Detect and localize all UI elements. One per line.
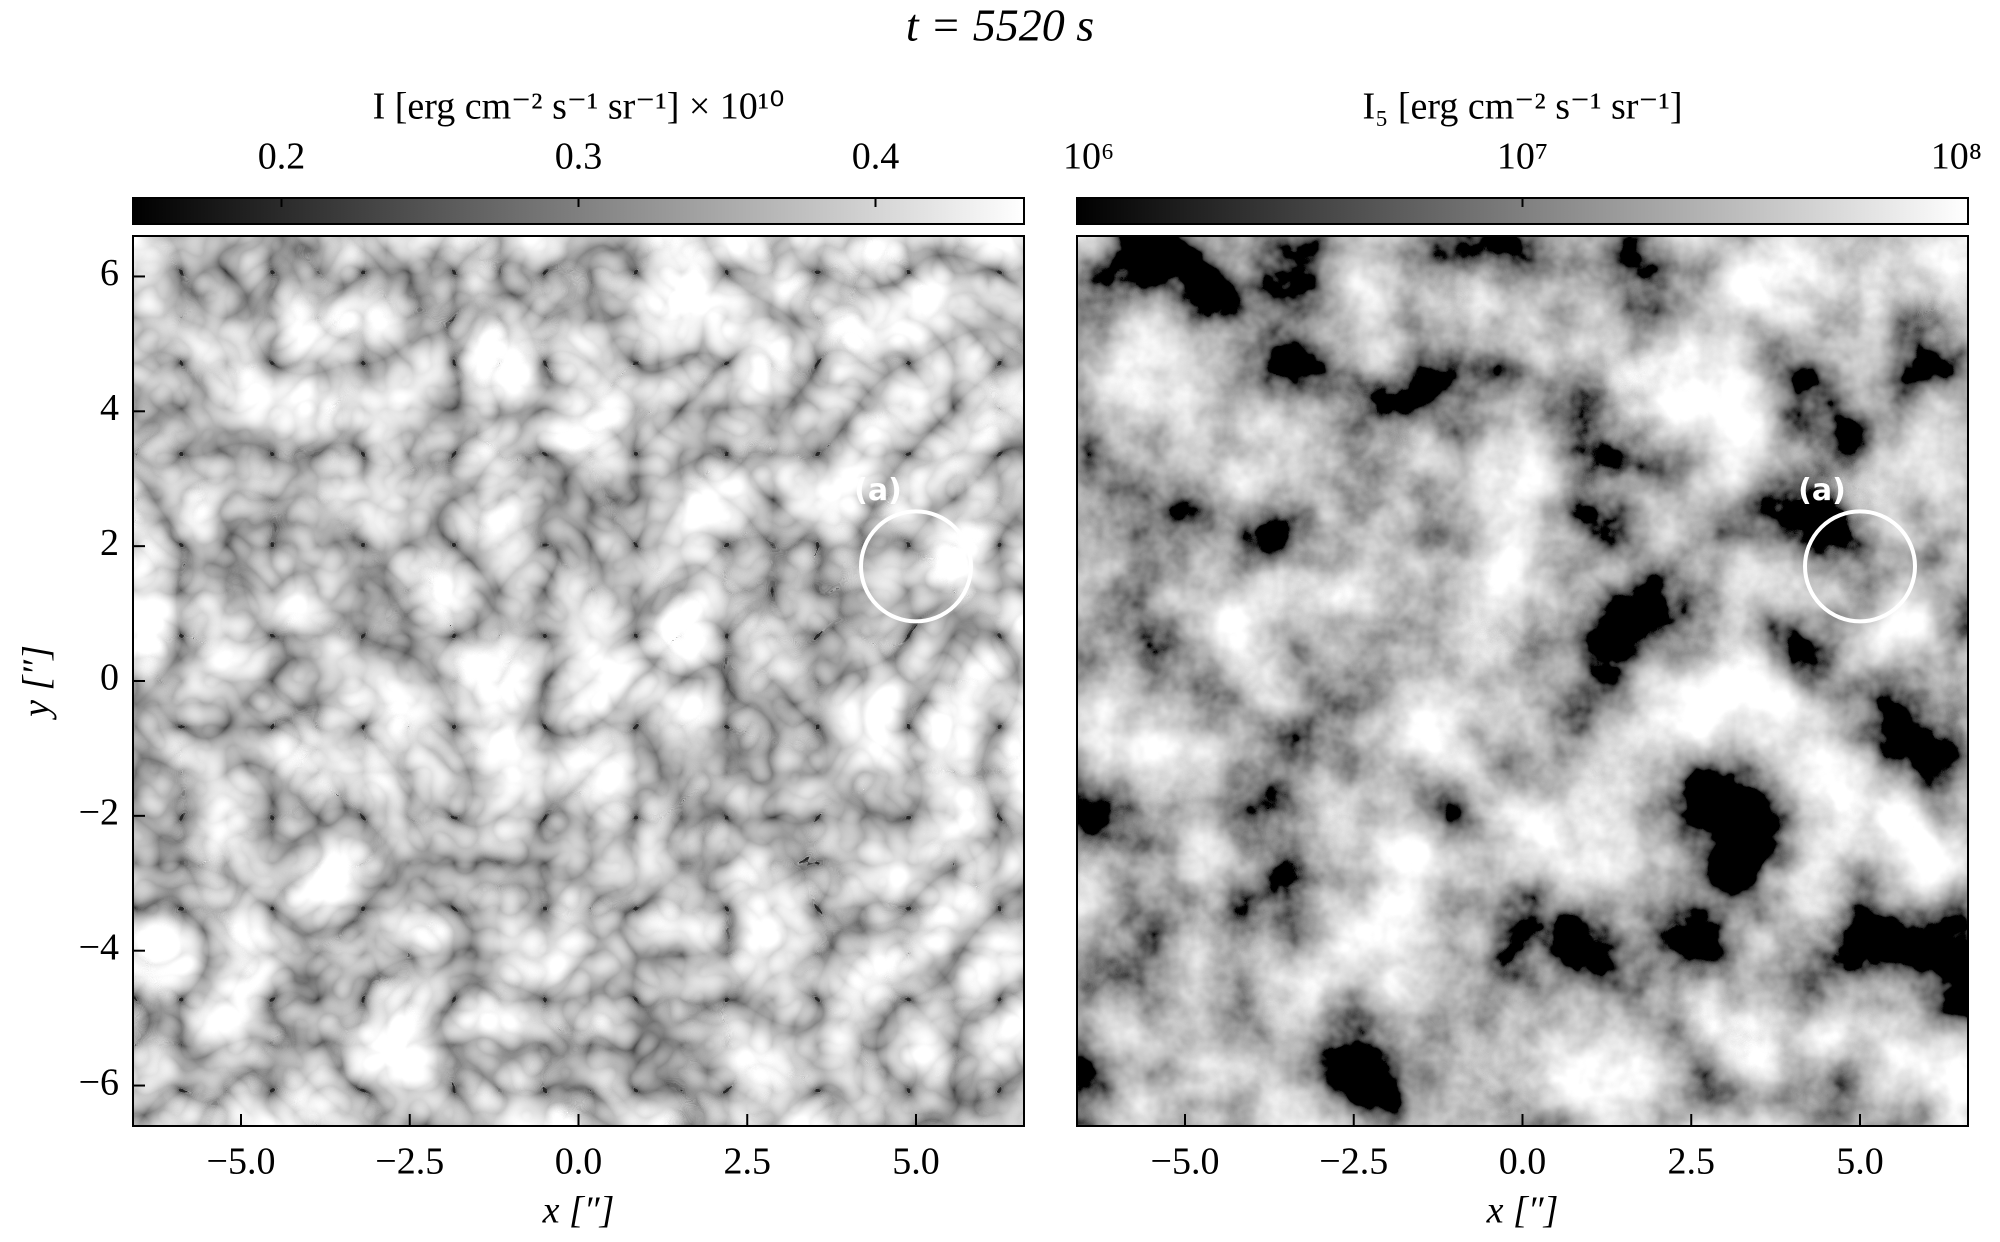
y-tick-label: −4 <box>79 926 119 968</box>
annotation-label: (a) <box>854 473 902 508</box>
x-tick-label: 5.0 <box>1836 1141 1884 1183</box>
x-tick-label: −5.0 <box>207 1141 276 1183</box>
colorbar-tick-label: 0.3 <box>555 136 603 178</box>
x-tick-label: 2.5 <box>724 1141 772 1183</box>
intensity-image <box>133 236 1024 1126</box>
annotation-circle <box>859 509 973 624</box>
colorbar-tick-label: 10⁶ <box>1063 136 1114 178</box>
figure-title: t = 5520 s <box>906 0 1094 51</box>
y-tick-label: 0 <box>100 657 119 699</box>
y-tick-label: 6 <box>100 252 119 294</box>
intensity-image <box>1077 236 1968 1126</box>
annotation-label: (a) <box>1798 473 1846 508</box>
y-tick-label: 4 <box>100 387 119 429</box>
x-tick-label: −2.5 <box>375 1141 444 1183</box>
y-axis-label: y [″] <box>16 645 58 721</box>
colorbar-tick-label: 10⁸ <box>1931 136 1982 178</box>
x-tick-label: 0.0 <box>1499 1141 1547 1183</box>
x-tick-label: 5.0 <box>892 1141 940 1183</box>
annotation-circle <box>1803 509 1917 624</box>
colorbar-tick-label: 10⁷ <box>1497 136 1548 178</box>
colorbar-label: I₅ [erg cm⁻² s⁻¹ sr⁻¹] <box>1362 86 1682 128</box>
x-axis-label: x [″] <box>1486 1190 1559 1232</box>
colorbar-label: I [erg cm⁻² s⁻¹ sr⁻¹] × 10¹⁰ <box>373 86 785 128</box>
x-axis-label: x [″] <box>542 1190 615 1232</box>
x-tick-label: 2.5 <box>1668 1141 1716 1183</box>
y-tick-label: −2 <box>79 792 119 834</box>
y-tick-label: 2 <box>100 522 119 564</box>
x-tick-label: 0.0 <box>555 1141 603 1183</box>
y-tick-label: −6 <box>79 1061 119 1103</box>
x-tick-label: −5.0 <box>1151 1141 1220 1183</box>
x-tick-label: −2.5 <box>1319 1141 1388 1183</box>
colorbar-tick-label: 0.4 <box>852 136 900 178</box>
colorbar-tick-label: 0.2 <box>258 136 306 178</box>
